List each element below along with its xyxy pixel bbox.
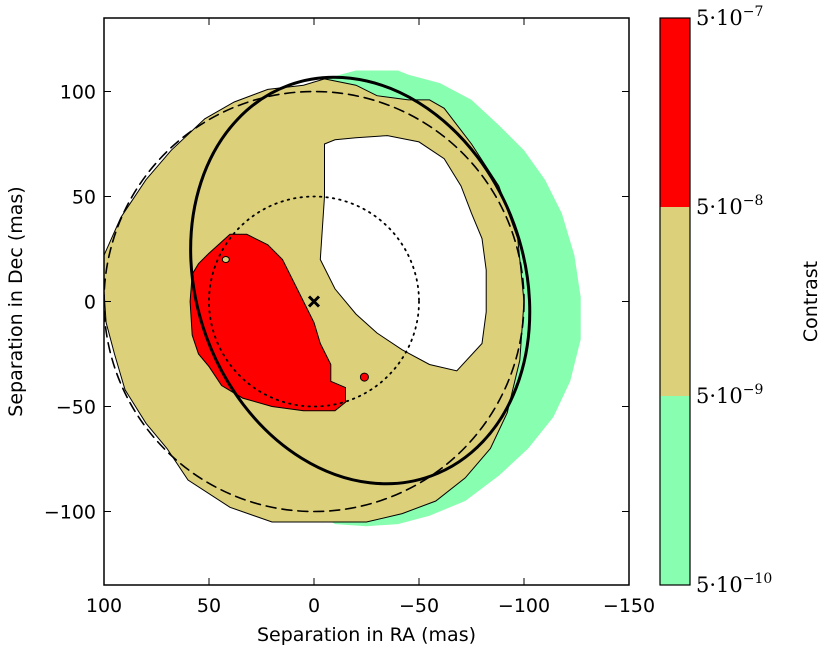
x-tick-label: 0 — [308, 595, 320, 617]
colorbar-block-2 — [660, 18, 690, 207]
x-tick-label: −50 — [399, 595, 439, 617]
red-spot-feature — [359, 372, 369, 382]
contour-region-2 — [189, 233, 346, 412]
y-axis-ticks: −100 −50 0 50 100 — [44, 82, 629, 524]
x-tick-label: −100 — [498, 595, 550, 617]
colorbar-tick-label: 5·10−10 — [696, 571, 772, 597]
orbit-overlays — [104, 75, 532, 513]
colorbar-tick-label: 5·10−7 — [696, 4, 763, 30]
colorbar: 5·10−10 5·10−9 5·10−8 5·10−7 Contrast — [659, 4, 822, 597]
y-tick-label: −100 — [44, 502, 96, 524]
y-tick-label: −50 — [56, 397, 96, 419]
colorbar-block-0 — [660, 396, 690, 585]
dashed-circle — [104, 90, 525, 513]
colorbar-block-1 — [660, 207, 690, 396]
y-tick-label: 100 — [60, 82, 96, 104]
colorbar-tick-labels: 5·10−10 5·10−9 5·10−8 5·10−7 — [696, 4, 772, 597]
y-tick-label: 50 — [72, 187, 96, 209]
contrast-regions — [104, 70, 581, 527]
x-tick-label: 50 — [197, 595, 221, 617]
plot-area — [104, 70, 581, 527]
colorbar-tick-label: 5·10−8 — [696, 193, 763, 219]
dotted-circle — [208, 195, 420, 408]
x-axis-label: Separation in RA (mas) — [257, 624, 476, 646]
x-tick-label: 100 — [86, 595, 122, 617]
colorbar-blocks — [660, 18, 690, 585]
star-position-marker — [307, 295, 321, 308]
colorbar-tick-label: 5·10−9 — [696, 382, 763, 408]
orbit-ellipse-solid — [189, 75, 532, 486]
y-axis-label: Separation in Dec (mas) — [5, 186, 27, 416]
colorbar-title: Contrast — [800, 261, 822, 342]
contour-region-3 — [319, 135, 487, 372]
x-axis-ticks: 100 50 0 −50 −100 −150 — [86, 18, 655, 617]
x-tick-label: −150 — [603, 595, 655, 617]
y-tick-label: 0 — [84, 292, 96, 314]
colorbar-frame — [659, 17, 691, 586]
tan-notch-feature — [221, 256, 230, 263]
